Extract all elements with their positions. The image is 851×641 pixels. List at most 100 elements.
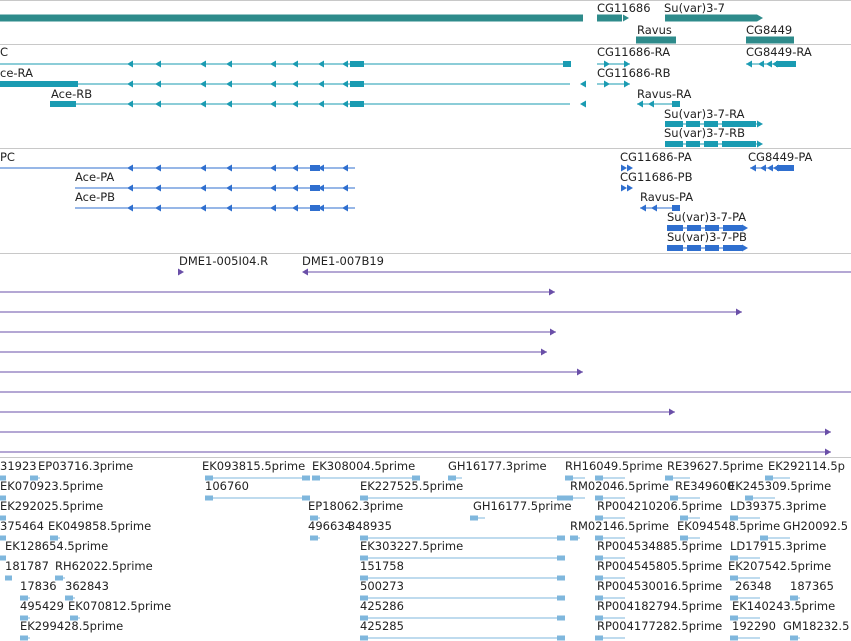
est-block[interactable] <box>50 535 58 541</box>
est-block[interactable] <box>312 475 320 481</box>
est-block[interactable] <box>302 495 310 501</box>
est-block[interactable] <box>0 495 6 501</box>
est-block[interactable] <box>310 515 318 521</box>
est-block[interactable] <box>412 475 420 481</box>
exon-block[interactable] <box>310 205 320 211</box>
exon-block[interactable] <box>350 101 364 107</box>
exon-block[interactable] <box>310 185 320 191</box>
est-block[interactable] <box>0 515 6 521</box>
est-block[interactable] <box>565 495 573 501</box>
est-block[interactable] <box>595 495 603 501</box>
exon-block[interactable] <box>704 121 718 127</box>
exon-block[interactable] <box>50 101 76 107</box>
exon-block[interactable] <box>777 165 794 171</box>
exon-block[interactable] <box>704 141 718 147</box>
est-block[interactable] <box>595 475 603 481</box>
est-block[interactable] <box>0 535 6 541</box>
est-block[interactable] <box>360 555 368 561</box>
strand-arrow-left-icon <box>342 164 348 172</box>
est-block[interactable] <box>360 595 368 601</box>
est-block[interactable] <box>0 475 6 481</box>
est-block[interactable] <box>680 515 688 521</box>
exon-block[interactable] <box>705 245 719 251</box>
est-block[interactable] <box>595 595 603 601</box>
gene-feature[interactable] <box>0 14 583 22</box>
est-block[interactable] <box>360 635 368 641</box>
exon-block[interactable] <box>686 121 700 127</box>
est-block[interactable] <box>360 615 368 621</box>
gene-feature[interactable] <box>597 14 622 22</box>
exon-block[interactable] <box>686 141 700 147</box>
exon-block[interactable] <box>723 245 743 251</box>
est-block[interactable] <box>448 475 456 481</box>
exon-block[interactable] <box>665 121 683 127</box>
est-block[interactable] <box>595 615 603 621</box>
est-block[interactable] <box>70 615 78 621</box>
est-block[interactable] <box>680 535 688 541</box>
exon-block[interactable] <box>350 61 364 67</box>
exon-block[interactable] <box>722 121 756 127</box>
est-block[interactable] <box>557 495 565 501</box>
est-block[interactable] <box>65 595 73 601</box>
est-block[interactable] <box>205 495 213 501</box>
est-block[interactable] <box>205 475 213 481</box>
exon-block[interactable] <box>723 225 743 231</box>
est-block[interactable] <box>557 635 565 641</box>
est-block[interactable] <box>670 495 678 501</box>
est-block[interactable] <box>55 575 63 581</box>
est-block[interactable] <box>557 615 565 621</box>
est-block[interactable] <box>595 575 603 581</box>
est-block[interactable] <box>730 635 738 641</box>
est-block[interactable] <box>595 515 603 521</box>
est-block[interactable] <box>765 475 773 481</box>
est-block[interactable] <box>760 535 768 541</box>
exon-block[interactable] <box>563 61 571 67</box>
exon-block[interactable] <box>667 225 683 231</box>
est-block[interactable] <box>557 535 565 541</box>
est-block[interactable] <box>20 595 28 601</box>
est-block[interactable] <box>302 475 310 481</box>
est-block[interactable] <box>470 515 478 521</box>
exon-block[interactable] <box>672 205 680 211</box>
est-block[interactable] <box>745 495 753 501</box>
est-block[interactable] <box>790 635 798 641</box>
exon-block[interactable] <box>665 141 683 147</box>
exon-block[interactable] <box>310 165 320 171</box>
gene-feature[interactable] <box>636 36 676 44</box>
exon-block[interactable] <box>672 101 680 107</box>
est-block[interactable] <box>310 535 318 541</box>
est-block[interactable] <box>730 555 738 561</box>
exon-block[interactable] <box>350 81 364 87</box>
est-block[interactable] <box>570 535 578 541</box>
gene-feature[interactable] <box>665 14 757 22</box>
est-block[interactable] <box>360 535 368 541</box>
est-block[interactable] <box>665 475 673 481</box>
est-block[interactable] <box>595 555 603 561</box>
est-block[interactable] <box>360 575 368 581</box>
est-block[interactable] <box>595 535 603 541</box>
exon-block[interactable] <box>776 61 796 67</box>
exon-block[interactable] <box>667 245 683 251</box>
est-block[interactable] <box>30 475 38 481</box>
exon-block[interactable] <box>705 225 719 231</box>
exon-block[interactable] <box>687 245 701 251</box>
est-block[interactable] <box>20 615 28 621</box>
est-block[interactable] <box>565 475 573 481</box>
exon-block[interactable] <box>0 81 78 87</box>
est-block[interactable] <box>730 515 738 521</box>
est-block[interactable] <box>790 595 798 601</box>
gene-feature[interactable] <box>746 36 794 44</box>
est-block[interactable] <box>360 495 368 501</box>
est-block[interactable] <box>20 635 28 641</box>
est-block[interactable] <box>0 555 6 561</box>
est-block[interactable] <box>730 575 738 581</box>
est-block[interactable] <box>595 635 603 641</box>
est-block[interactable] <box>557 555 565 561</box>
est-block[interactable] <box>730 615 738 621</box>
exon-block[interactable] <box>722 141 756 147</box>
est-block[interactable] <box>730 595 738 601</box>
exon-block[interactable] <box>687 225 701 231</box>
est-block[interactable] <box>557 595 565 601</box>
est-block[interactable] <box>557 575 565 581</box>
est-block[interactable] <box>5 575 12 581</box>
